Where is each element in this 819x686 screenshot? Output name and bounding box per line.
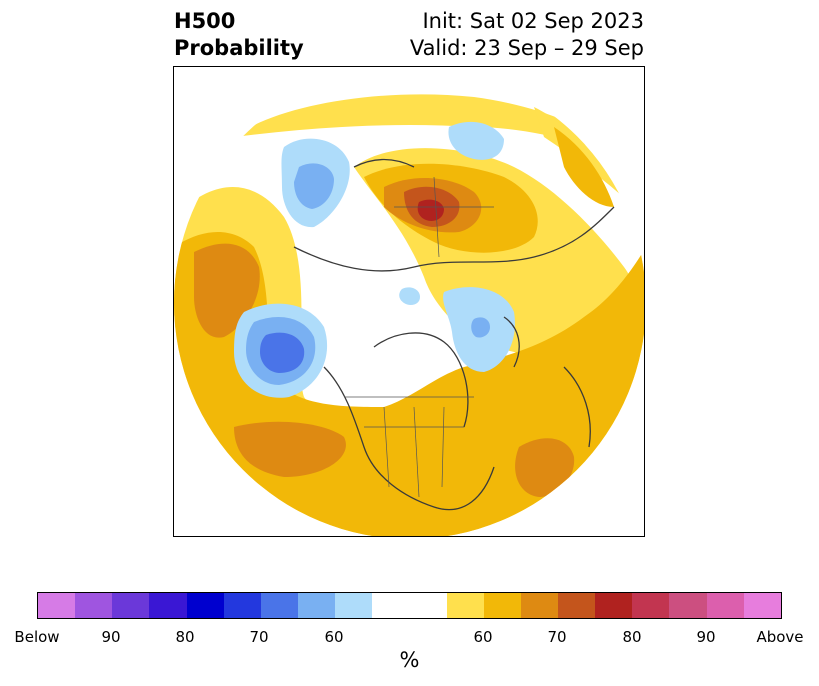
- colorbar-swatch: [557, 593, 596, 618]
- below-60-region: [448, 121, 504, 160]
- above-70-region: [234, 421, 346, 477]
- colorbar-tick-label: 90: [696, 628, 716, 646]
- colorbar-swatch: [112, 593, 150, 618]
- colorbar-swatch: [632, 593, 670, 618]
- colorbar-swatch: [483, 593, 521, 618]
- title-right: Init: Sat 02 Sep 2023 Valid: 23 Sep – 29…: [410, 8, 644, 62]
- colorbar-swatch: [149, 593, 187, 618]
- map-panel: [173, 66, 645, 537]
- colorbar-swatch: [743, 593, 781, 618]
- colorbar-tick-label: 70: [547, 628, 567, 646]
- colorbar-swatch: [223, 593, 261, 618]
- title-variable: H500: [174, 9, 236, 33]
- colorbar-tick-label: Above: [756, 628, 804, 646]
- above-60-region: [234, 94, 624, 157]
- below-70-region: [260, 332, 305, 373]
- title-product: Probability: [174, 36, 304, 60]
- colorbar-tick-label: 90: [101, 628, 121, 646]
- colorbar-swatch: [335, 593, 373, 618]
- colorbar: [37, 592, 782, 619]
- colorbar-label: %: [399, 648, 420, 672]
- colorbar-tick-label: 80: [622, 628, 642, 646]
- above-70-region: [515, 438, 575, 497]
- colorbar-swatch: [595, 593, 633, 618]
- below-60-region: [399, 287, 420, 305]
- valid-period: Valid: 23 Sep – 29 Sep: [409, 36, 644, 60]
- colorbar-tick-label: 80: [175, 628, 195, 646]
- colorbar-swatch: [669, 593, 707, 618]
- title-left: H500 Probability: [174, 8, 304, 62]
- coastlines: [293, 158, 615, 511]
- colorbar-swatch: [520, 593, 558, 618]
- colorbar-swatch: [186, 593, 224, 618]
- colorbar-swatch: [372, 593, 447, 618]
- below-65-region: [294, 163, 334, 209]
- colorbar-tick-label: 70: [249, 628, 269, 646]
- colorbar-swatch: [446, 593, 484, 618]
- colorbar-tick-label: 60: [324, 628, 344, 646]
- colorbar-swatch: [706, 593, 744, 618]
- above-80-region: [417, 199, 444, 221]
- colorbar-tick-label: Below: [14, 628, 60, 646]
- colorbar-swatch: [297, 593, 336, 618]
- below-65-region: [471, 317, 490, 338]
- colorbar-swatch: [75, 593, 113, 618]
- probability-map: [174, 67, 644, 536]
- colorbar-tick-label: 60: [473, 628, 493, 646]
- colorbar-swatch: [38, 593, 76, 618]
- borders: [344, 176, 494, 498]
- colorbar-ticks: Below 90 80 70 60 60 70 80 90 Above: [0, 628, 819, 648]
- init-date: Init: Sat 02 Sep 2023: [422, 9, 644, 33]
- above-65-region: [554, 127, 614, 207]
- colorbar-swatch: [260, 593, 298, 618]
